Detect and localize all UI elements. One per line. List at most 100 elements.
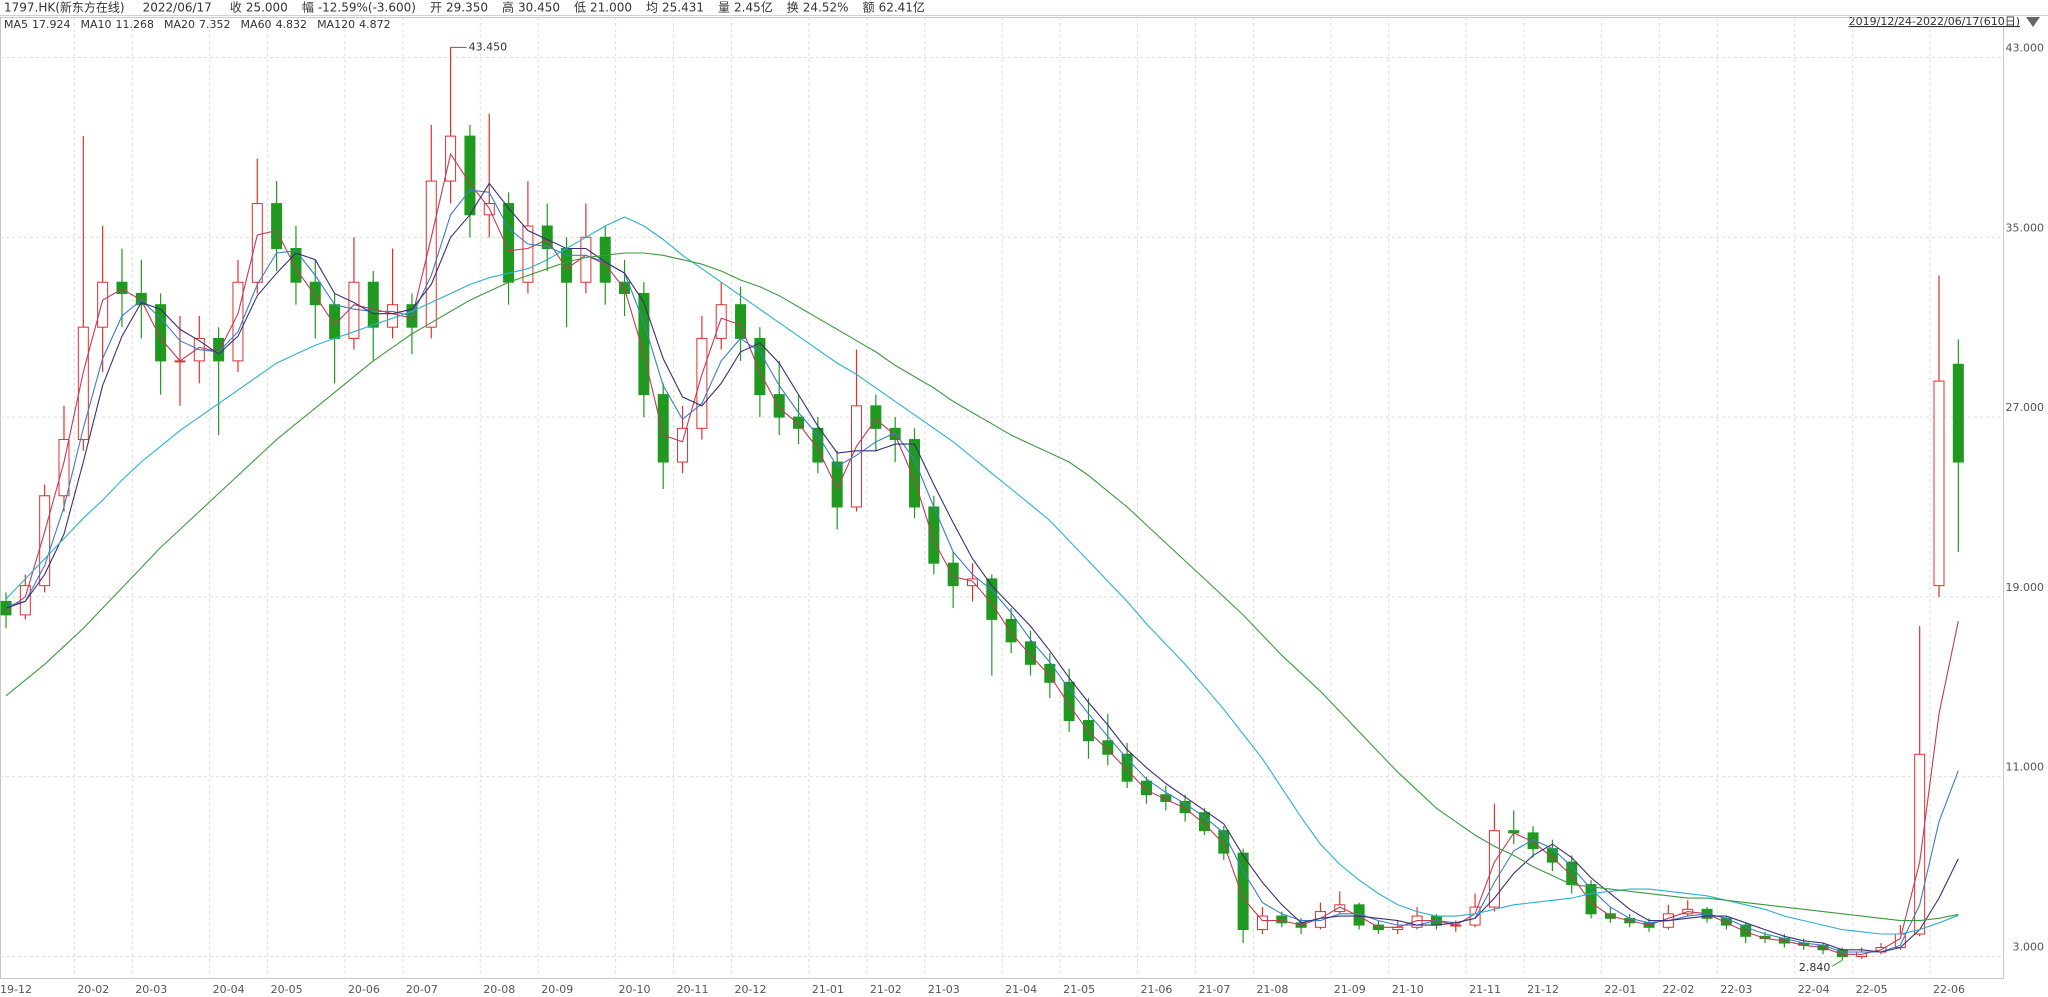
x-tick-label: 20-03: [135, 983, 167, 996]
candle-body: [1914, 753, 1926, 935]
quote-field-value: 30.450: [518, 1, 560, 15]
quote-field-value: 29.350: [446, 1, 488, 15]
candle-body: [1160, 794, 1172, 802]
candle-body: [715, 304, 727, 339]
candle-body: [696, 337, 708, 429]
candle-body: [773, 394, 785, 418]
quote-field-label: 额: [863, 1, 875, 15]
candle-body: [889, 427, 901, 441]
x-tick-label: 22-05: [1856, 983, 1888, 996]
candle-body: [1276, 915, 1288, 924]
candle-body: [387, 304, 399, 328]
candle-body: [619, 281, 631, 294]
x-tick-label: 22-03: [1720, 983, 1752, 996]
x-tick-label: 21-02: [870, 983, 902, 996]
x-tick-label: 21-09: [1334, 983, 1366, 996]
candle-body: [213, 337, 225, 362]
legend-value: 17.924: [32, 18, 71, 31]
candle-body: [812, 427, 824, 463]
candle-body: [1469, 906, 1481, 926]
legend-value: 11.268: [116, 18, 155, 31]
quote-field-label: 均: [646, 1, 658, 15]
ma-lines: [5, 152, 1959, 955]
legend-value: 4.872: [359, 18, 391, 31]
quote-field-label: 幅: [302, 0, 314, 15]
x-tick-label: 20-09: [541, 983, 573, 996]
x-tick-label: 21-06: [1140, 983, 1172, 996]
candle-body: [1237, 852, 1249, 931]
candle-body: [657, 394, 669, 463]
candle-body: [39, 495, 51, 587]
x-tick-label: 22-02: [1662, 983, 1694, 996]
y-tick-label: 11.000: [2006, 761, 2045, 774]
x-tick-label: 21-07: [1198, 983, 1230, 996]
candle-body: [271, 203, 283, 250]
annotation-label: 2.840: [1799, 961, 1831, 974]
candle-body: [1411, 915, 1423, 928]
y-tick-label: 27.000: [2006, 401, 2045, 414]
ma-line: [5, 152, 1959, 955]
annotation-leader: [1832, 959, 1843, 967]
candle-body: [309, 281, 321, 306]
candle-body: [1082, 720, 1094, 742]
x-tick-label: 22-06: [1933, 983, 1965, 996]
candle-body: [77, 326, 89, 441]
quote-field-value: 25.000: [246, 1, 288, 15]
annotation-label: 43.450: [469, 40, 508, 53]
legend-name: MA120: [317, 18, 355, 31]
candle-body: [986, 578, 998, 620]
quote-field-label: 低: [574, 1, 586, 15]
ma-line: [5, 182, 1959, 953]
quote-field-value: 21.000: [590, 1, 632, 15]
range-dropdown-icon[interactable]: [2026, 17, 2040, 27]
x-tick-label: 22-01: [1604, 983, 1636, 996]
candle-body: [1334, 904, 1346, 913]
y-tick-label: 35.000: [2006, 221, 2045, 234]
x-tick-label: 20-08: [483, 983, 515, 996]
stock-code: 1797.HK(新东方在线): [4, 0, 125, 15]
candle-body: [909, 439, 921, 508]
ma-line: [5, 216, 1959, 935]
x-tick-label: 20-10: [619, 983, 651, 996]
candle-body: [1256, 915, 1268, 931]
date-range[interactable]: 2019/12/24-2022/06/17(610日): [1849, 15, 2020, 28]
axes: 3.000 11.000 19.000 27.000 35.000 43.000 19-12…: [0, 41, 2044, 996]
candle-body: [1024, 641, 1036, 665]
grid: [0, 17, 2004, 979]
x-tick-label: 20-04: [213, 983, 245, 996]
candle-body: [0, 600, 12, 616]
candle-body: [1063, 681, 1075, 722]
candle-body: [1952, 363, 1964, 463]
candle-body: [638, 292, 650, 396]
candle-body: [251, 203, 263, 283]
candle-body: [754, 337, 766, 396]
candle-body: [445, 135, 457, 182]
candle-body: [1353, 904, 1365, 926]
candle-body: [135, 292, 147, 306]
candle-body: [58, 439, 70, 497]
quote-field-value: -12.59%(-3.600): [318, 1, 416, 15]
candle-body: [947, 562, 959, 587]
x-tick-label: 20-12: [735, 983, 767, 996]
candle-body: [851, 405, 863, 508]
quote-field-value: 2.45亿: [734, 0, 773, 15]
legend-value: 7.352: [199, 18, 231, 31]
candle-body: [793, 416, 805, 429]
candle-body: [1044, 663, 1056, 683]
x-tick-label: 19-12: [0, 983, 32, 996]
candle-body: [97, 281, 109, 328]
x-tick-label: 22-04: [1798, 983, 1830, 996]
y-tick-label: 43.000: [2006, 41, 2045, 54]
candle-body: [1740, 924, 1752, 937]
quote-date: 2022/06/17: [143, 1, 212, 15]
candle-body: [116, 281, 128, 294]
quote-field-value: 24.52%: [803, 1, 849, 15]
candle-body: [290, 248, 302, 283]
header: 1797.HK(新东方在线) 2022/06/17 收 25.000 幅 -12.59%(…: [4, 0, 925, 15]
candle-body: [1140, 780, 1152, 796]
y-tick-label: 3.000: [2013, 941, 2045, 954]
ma-legend: MA5 17.924 MA10 11.268 MA20 7.352 MA60 4.832 MA1…: [4, 18, 391, 31]
quote-field-value: 25.431: [662, 1, 704, 15]
candle-body: [1488, 830, 1500, 908]
quote-field-value: 62.41亿: [879, 0, 925, 15]
